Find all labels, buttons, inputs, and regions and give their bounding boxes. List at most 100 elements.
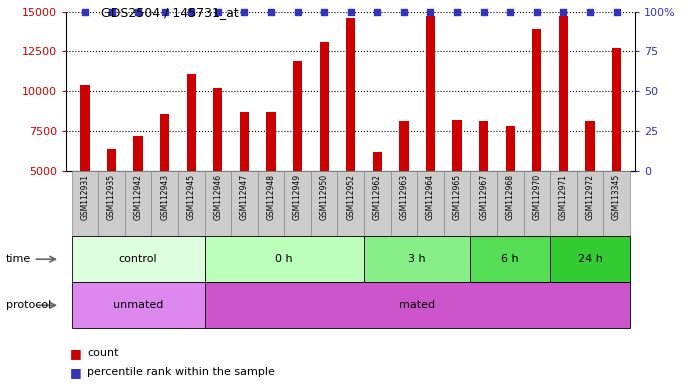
Point bbox=[186, 8, 197, 15]
Text: GSM112950: GSM112950 bbox=[320, 174, 329, 220]
Text: GSM112963: GSM112963 bbox=[399, 174, 408, 220]
Bar bbox=[151, 171, 178, 236]
Bar bbox=[213, 88, 223, 171]
Bar bbox=[470, 171, 497, 236]
Text: GSM112945: GSM112945 bbox=[187, 174, 195, 220]
Bar bbox=[205, 171, 231, 236]
Bar bbox=[524, 171, 550, 236]
Bar bbox=[577, 171, 603, 236]
Bar bbox=[497, 171, 524, 236]
Text: GSM112962: GSM112962 bbox=[373, 174, 382, 220]
Point bbox=[292, 8, 303, 15]
Bar bbox=[559, 16, 568, 171]
Text: time: time bbox=[6, 254, 31, 264]
Bar bbox=[346, 18, 355, 171]
Bar bbox=[444, 171, 470, 236]
Bar bbox=[293, 61, 302, 171]
Bar bbox=[550, 236, 630, 282]
Bar bbox=[373, 152, 382, 171]
Point bbox=[531, 8, 542, 15]
Text: GSM112947: GSM112947 bbox=[240, 174, 249, 220]
Point bbox=[584, 8, 595, 15]
Bar bbox=[550, 171, 577, 236]
Point bbox=[212, 8, 223, 15]
Bar bbox=[603, 171, 630, 236]
Text: GSM112942: GSM112942 bbox=[133, 174, 142, 220]
Bar bbox=[337, 171, 364, 236]
Point bbox=[80, 8, 91, 15]
Bar bbox=[532, 29, 542, 171]
Bar bbox=[586, 121, 595, 171]
Text: ■: ■ bbox=[70, 366, 82, 379]
Text: GSM112968: GSM112968 bbox=[506, 174, 514, 220]
Bar bbox=[417, 171, 444, 236]
Bar bbox=[186, 74, 196, 171]
Point bbox=[558, 8, 569, 15]
Bar bbox=[72, 171, 98, 236]
Point bbox=[346, 8, 357, 15]
Text: GSM112949: GSM112949 bbox=[293, 174, 302, 220]
Bar bbox=[231, 171, 258, 236]
Text: ■: ■ bbox=[70, 347, 82, 360]
Bar bbox=[612, 48, 621, 171]
Bar bbox=[505, 126, 515, 171]
Bar bbox=[284, 171, 311, 236]
Bar bbox=[311, 171, 337, 236]
Text: control: control bbox=[119, 254, 157, 264]
Text: unmated: unmated bbox=[113, 300, 163, 310]
Text: GSM112965: GSM112965 bbox=[452, 174, 461, 220]
Text: count: count bbox=[87, 348, 119, 358]
Bar bbox=[133, 136, 142, 171]
Bar bbox=[391, 171, 417, 236]
Bar bbox=[399, 121, 408, 171]
Bar bbox=[320, 42, 329, 171]
Point bbox=[265, 8, 276, 15]
Text: 24 h: 24 h bbox=[577, 254, 602, 264]
Text: GSM112970: GSM112970 bbox=[533, 174, 542, 220]
Text: GSM112971: GSM112971 bbox=[559, 174, 568, 220]
Text: GSM112935: GSM112935 bbox=[107, 174, 116, 220]
Bar bbox=[72, 236, 205, 282]
Bar bbox=[125, 171, 151, 236]
Text: 3 h: 3 h bbox=[408, 254, 426, 264]
Point bbox=[318, 8, 329, 15]
Text: GSM112948: GSM112948 bbox=[267, 174, 276, 220]
Bar bbox=[98, 171, 125, 236]
Bar bbox=[72, 282, 205, 328]
Point bbox=[106, 8, 117, 15]
Text: percentile rank within the sample: percentile rank within the sample bbox=[87, 367, 275, 377]
Point bbox=[478, 8, 489, 15]
Text: protocol: protocol bbox=[6, 300, 51, 310]
Point bbox=[611, 8, 622, 15]
Bar bbox=[452, 120, 462, 171]
Point bbox=[159, 8, 170, 15]
Text: 6 h: 6 h bbox=[501, 254, 519, 264]
Text: GSM112967: GSM112967 bbox=[479, 174, 488, 220]
Bar bbox=[426, 16, 435, 171]
Text: GSM112931: GSM112931 bbox=[80, 174, 89, 220]
Bar bbox=[267, 112, 276, 171]
Text: GSM113345: GSM113345 bbox=[612, 174, 621, 220]
Text: GSM112946: GSM112946 bbox=[214, 174, 223, 220]
Point bbox=[372, 8, 383, 15]
Point bbox=[133, 8, 144, 15]
Bar bbox=[364, 236, 470, 282]
Text: GSM112952: GSM112952 bbox=[346, 174, 355, 220]
Point bbox=[399, 8, 410, 15]
Bar bbox=[80, 85, 89, 171]
Bar bbox=[160, 114, 170, 171]
Point bbox=[505, 8, 516, 15]
Point bbox=[425, 8, 436, 15]
Bar bbox=[479, 121, 489, 171]
Bar bbox=[107, 149, 116, 171]
Text: GSM112943: GSM112943 bbox=[160, 174, 169, 220]
Bar bbox=[470, 236, 550, 282]
Bar bbox=[205, 282, 630, 328]
Point bbox=[239, 8, 250, 15]
Bar bbox=[239, 112, 249, 171]
Bar bbox=[178, 171, 205, 236]
Text: GDS2504 / 145731_at: GDS2504 / 145731_at bbox=[101, 6, 239, 19]
Text: 0 h: 0 h bbox=[276, 254, 293, 264]
Point bbox=[452, 8, 463, 15]
Bar bbox=[205, 236, 364, 282]
